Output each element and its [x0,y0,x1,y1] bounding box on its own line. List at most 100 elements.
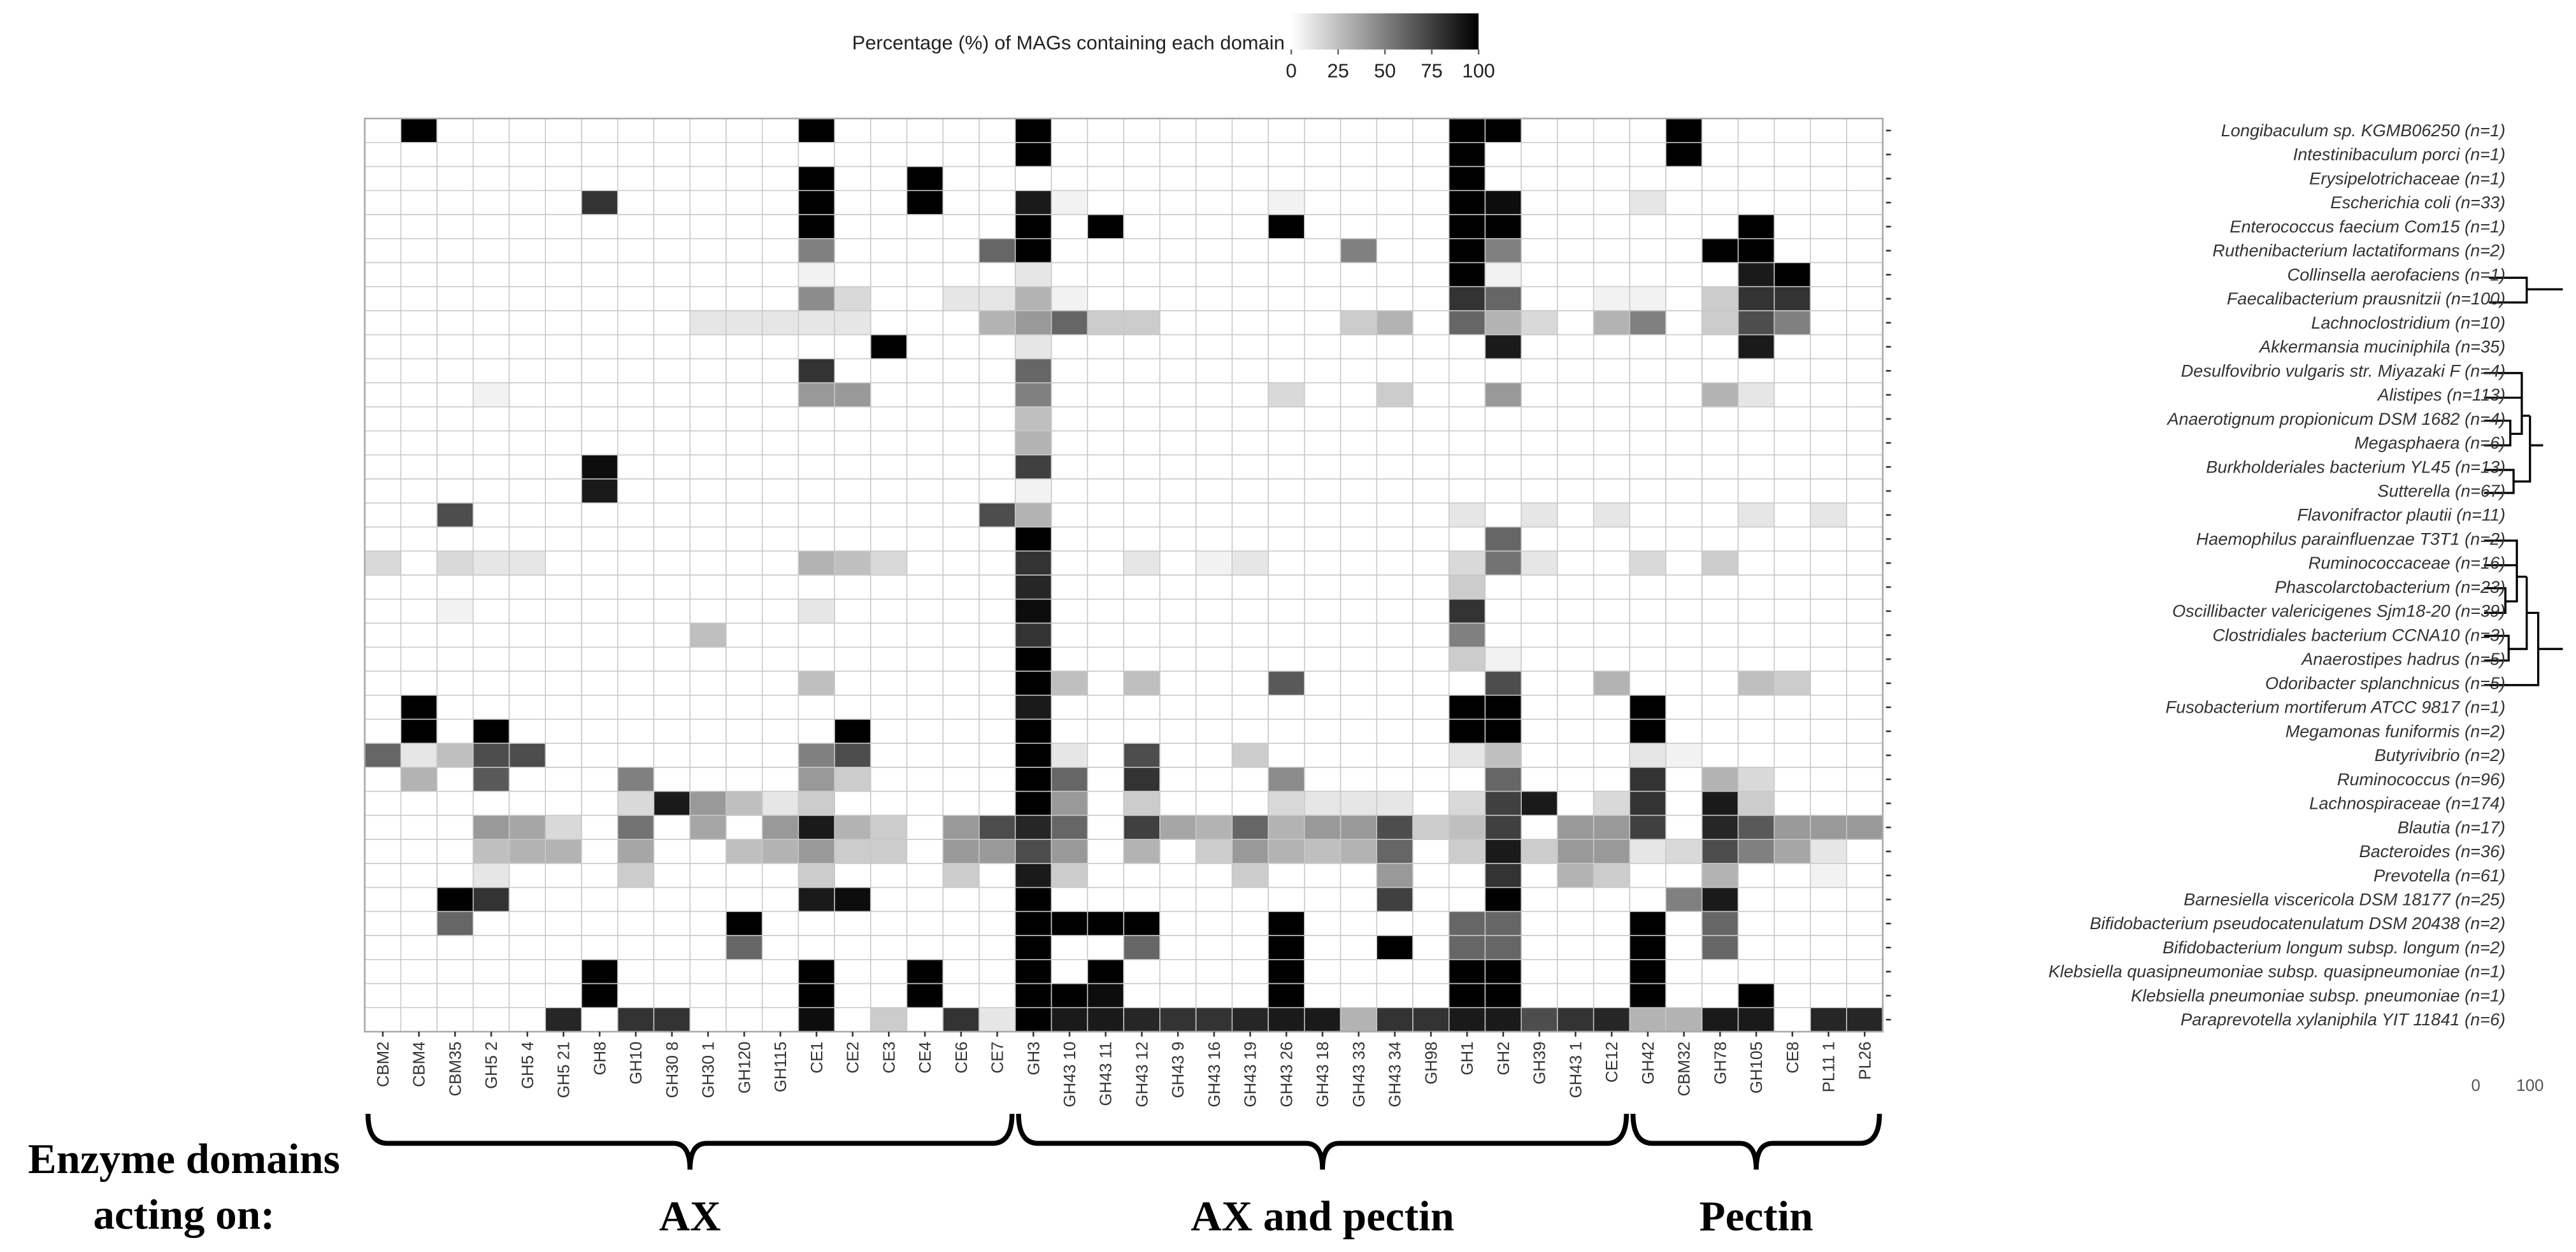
heatmap-cell [1231,238,1269,264]
row-label: Escherichia coli (n=33) [2330,192,2505,212]
heatmap-cell [1231,983,1269,1009]
heatmap-cell [798,478,835,504]
heatmap-cell [545,1007,582,1032]
heatmap-cell [689,454,727,480]
heatmap-cell [473,935,510,960]
dendrogram-tick-label: 0 [2472,1077,2480,1095]
group-label: Pectin [1699,1192,1814,1240]
heatmap-cell [1484,334,1522,360]
heatmap-cell [1376,502,1413,528]
row-label: Lachnoclostridium (n=10) [2311,313,2505,332]
heatmap-cell [942,983,980,1009]
heatmap-cell [581,358,619,383]
row-label: Oscillibacter valericigenes Sjm18-20 (n=… [2172,601,2505,621]
heatmap-cell [545,574,582,600]
heatmap-cell [1087,190,1124,215]
heatmap-cell [1448,430,1486,456]
heatmap-cell [1592,863,1631,888]
heatmap-cell [1629,166,1666,192]
heatmap-cell [1195,358,1233,383]
heatmap-cell [978,743,1016,768]
heatmap-cell [870,983,908,1009]
heatmap-cell [581,839,619,864]
heatmap-cell [1846,694,1884,720]
heatmap-cell [1231,863,1269,888]
heatmap-cell [1810,1007,1847,1032]
heatmap-cell [942,262,980,287]
heatmap-cell [726,718,763,744]
heatmap-cell [545,238,582,264]
heatmap-cell [726,622,763,648]
heatmap-cell [978,790,1016,816]
heatmap-cell [1810,550,1847,576]
heatmap-cell [1846,118,1884,143]
heatmap-cell [400,214,438,239]
heatmap-cell [761,935,799,960]
heatmap-cell [1665,983,1703,1009]
heatmap-cell [1087,238,1124,264]
heatmap-cell [1123,526,1161,552]
heatmap-cell [1195,502,1233,528]
heatmap-cell [400,502,438,528]
heatmap-cell [978,839,1016,864]
heatmap-cell [473,599,510,624]
heatmap-cell [1340,310,1378,336]
heatmap-cell [1304,214,1342,239]
heatmap-cell [617,550,655,576]
heatmap-cell [798,454,835,480]
heatmap-cell [906,911,944,936]
heatmap-cell [400,190,438,215]
row-label: Erysipelotrichaceae (n=1) [2309,168,2505,188]
heatmap-cell [1448,911,1486,936]
heatmap-cell [906,262,944,287]
heatmap-cell [581,671,619,696]
heatmap-cell [1592,550,1631,576]
heatmap-cell [617,574,655,600]
heatmap-cell [545,334,582,360]
heatmap-cell [1015,743,1052,768]
heatmap-cell [1592,406,1631,432]
heatmap-cell [436,622,474,648]
heatmap-cell [1810,214,1847,239]
heatmap-cell [1810,334,1847,360]
heatmap-cell [798,767,835,792]
heatmap-cell [798,839,835,864]
heatmap-cell [1340,358,1378,383]
heatmap-cell [942,406,980,432]
heatmap-cell [1810,310,1847,336]
heatmap-cell [617,622,655,648]
heatmap-cell [1050,118,1089,143]
heatmap-cell [1123,142,1161,167]
heatmap-cell [473,886,510,913]
heatmap-cell [1629,622,1666,648]
heatmap-cell [870,526,908,552]
heatmap-cell [1195,622,1233,648]
heatmap-cell [689,310,727,336]
heatmap-cell [1846,622,1884,648]
heatmap-cell [689,118,727,143]
heatmap-cell [1737,286,1775,311]
heatmap-cell [473,166,510,192]
heatmap-cell [1773,983,1811,1009]
heatmap-cell [1304,118,1342,143]
heatmap-cell [689,646,727,672]
heatmap-cell [726,454,763,480]
heatmap-cell [1737,863,1775,888]
heatmap-cell [689,863,727,888]
heatmap-cell [798,959,835,985]
heatmap-cell [1846,406,1884,432]
heatmap-cell [436,406,474,432]
heatmap-cell [508,310,547,336]
heatmap-cell [834,358,871,383]
heatmap-cell [1557,358,1594,383]
heatmap-cell [870,790,908,816]
heatmap-cell [1484,815,1522,840]
heatmap-cell [1592,214,1631,239]
heatmap-cell [1376,622,1413,648]
heatmap-cell [1304,767,1342,792]
heatmap-cell [653,863,691,888]
heatmap-cell [726,430,763,456]
heatmap-cell [1231,815,1269,840]
heatmap-cell [1123,214,1161,239]
heatmap-cell [1231,694,1269,720]
